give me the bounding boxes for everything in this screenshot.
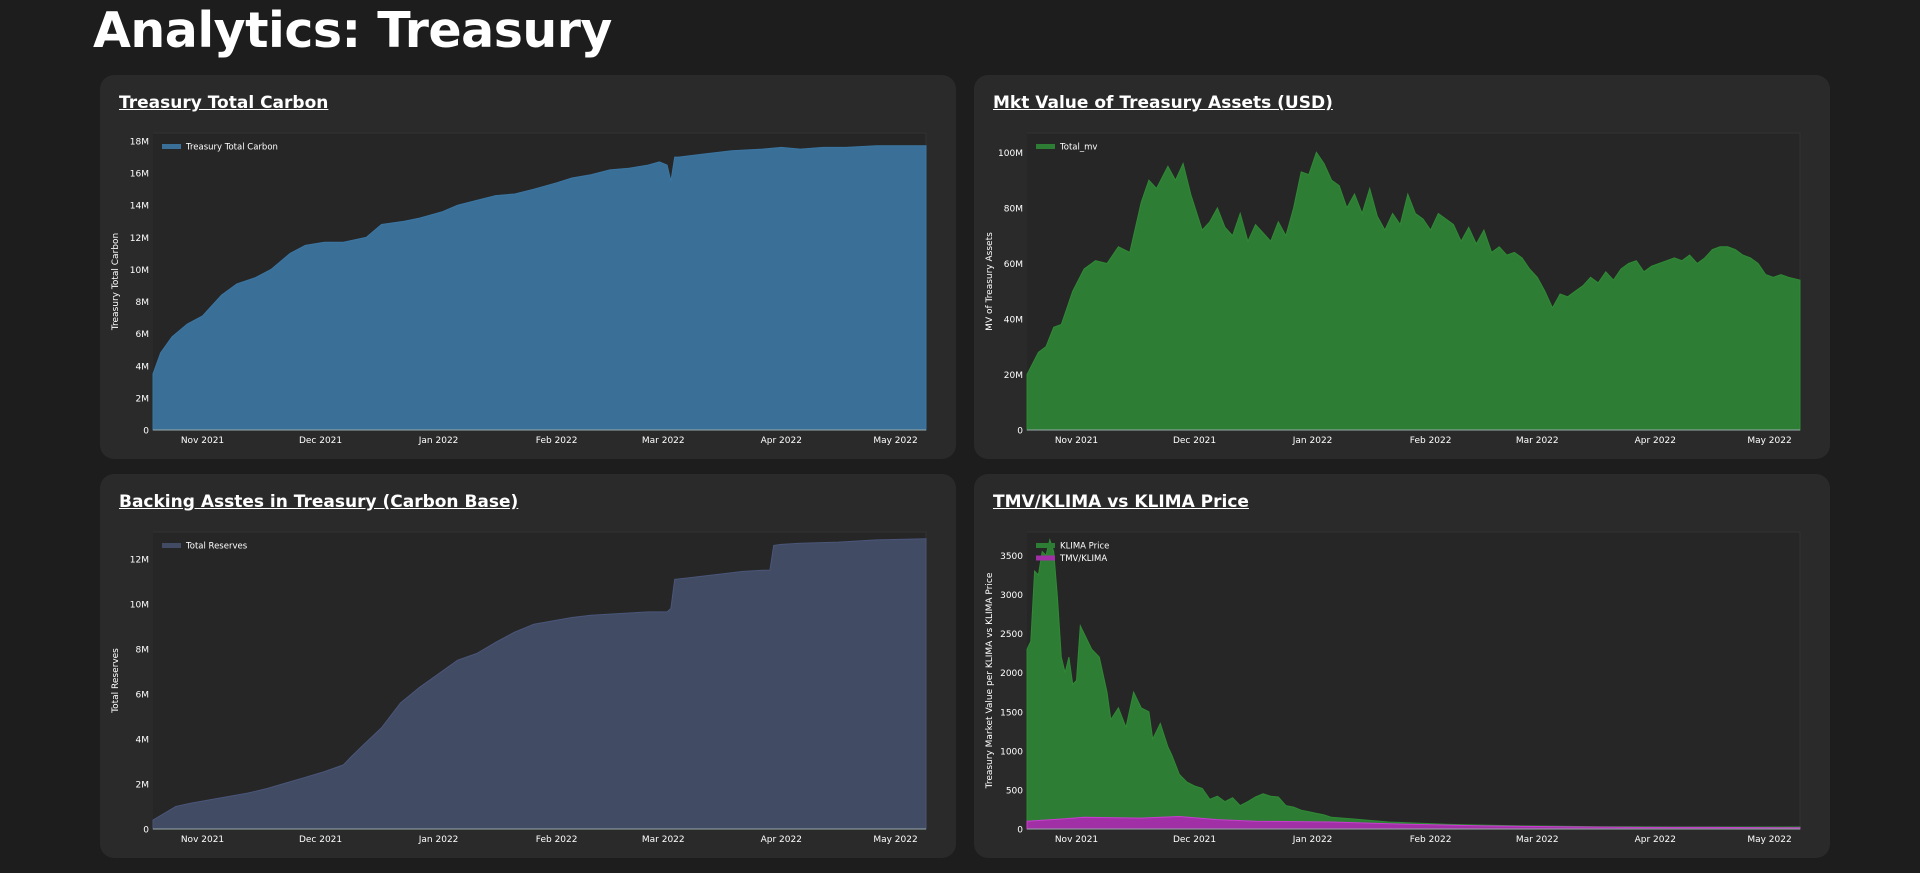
- y-tick-label: 18M: [130, 138, 149, 148]
- backing-assets-chart[interactable]: 0 2M 4M 6M 8M 10M 12M Nov 2021 Dec 2021 Jan 2022 F…: [100, 474, 956, 858]
- chart-card-tmv-klima: TMV/KLIMA vs KLIMA Price 0 500 1000 1500 200…: [974, 474, 1830, 858]
- x-tick-label: Mar 2022: [1516, 436, 1559, 446]
- x-tick-label: May 2022: [1747, 436, 1791, 446]
- chart-card-treasury-carbon: Treasury Total Carbon 0 2M 4M 6M 8M 10M 12M 14M…: [100, 75, 956, 459]
- x-tick-label: Mar 2022: [642, 835, 685, 845]
- y-tick-label: 3500: [1000, 552, 1023, 562]
- x-tick-label: Nov 2021: [1055, 436, 1098, 446]
- x-tick-label: Jan 2022: [1292, 835, 1333, 845]
- legend-swatch: [162, 543, 181, 548]
- treasury-carbon-chart[interactable]: 0 2M 4M 6M 8M 10M 12M 14M 16M 18M Nov 2021 Dec 2021…: [100, 75, 956, 459]
- x-tick-label: May 2022: [1747, 835, 1791, 845]
- x-tick-label: Feb 2022: [536, 835, 578, 845]
- y-tick-label: 0: [1017, 427, 1023, 437]
- chart-title[interactable]: Backing Asstes in Treasury (Carbon Base): [119, 492, 519, 512]
- tmv-klima-chart[interactable]: 0 500 1000 1500 2000 2500 3000 3500 Nov 2021 Dec …: [974, 474, 1830, 858]
- legend-swatch: [1036, 144, 1055, 149]
- series-area-0[interactable]: [152, 145, 927, 431]
- y-tick-label: 500: [1006, 786, 1023, 796]
- x-tick-label: Feb 2022: [1410, 436, 1452, 446]
- y-tick-label: 3000: [1000, 591, 1023, 601]
- x-tick-label: Nov 2021: [181, 436, 224, 446]
- legend-label: KLIMA Price: [1060, 542, 1109, 552]
- y-tick-label: 80M: [1004, 204, 1023, 214]
- x-tick-label: Apr 2022: [1635, 436, 1676, 446]
- chart-title[interactable]: Treasury Total Carbon: [119, 93, 329, 113]
- y-axis-title: Treasury Market Value per KLIMA vs KLIMA…: [985, 572, 995, 789]
- y-axis-title: Total Reserves: [111, 648, 121, 714]
- series-area-0[interactable]: [1026, 151, 1801, 431]
- y-tick-label: 2000: [1000, 669, 1023, 679]
- y-tick-label: 100M: [998, 149, 1023, 159]
- legend-label: Total_mv: [1059, 143, 1097, 153]
- y-tick-label: 1500: [1000, 708, 1023, 718]
- x-tick-label: Feb 2022: [536, 436, 578, 446]
- page-title: Analytics: Treasury: [93, 2, 612, 59]
- x-tick-label: Apr 2022: [1635, 835, 1676, 845]
- x-tick-label: Nov 2021: [1055, 835, 1098, 845]
- y-tick-label: 8M: [136, 298, 150, 308]
- x-tick-label: Mar 2022: [642, 436, 685, 446]
- x-tick-label: Dec 2021: [299, 436, 342, 446]
- legend-swatch: [1036, 543, 1055, 548]
- y-tick-label: 10M: [130, 266, 149, 276]
- x-tick-label: Feb 2022: [1410, 835, 1452, 845]
- x-tick-label: Dec 2021: [1173, 436, 1216, 446]
- x-tick-label: Apr 2022: [761, 436, 802, 446]
- x-tick-label: May 2022: [873, 835, 917, 845]
- y-tick-label: 14M: [130, 202, 149, 212]
- chart-card-backing-assets: Backing Asstes in Treasury (Carbon Base)…: [100, 474, 956, 858]
- y-tick-label: 40M: [1004, 315, 1023, 325]
- y-axis-title: Treasury Total Carbon: [111, 233, 121, 331]
- y-tick-label: 2M: [136, 781, 150, 791]
- market-value-chart[interactable]: 0 20M 40M 60M 80M 100M Nov 2021 Dec 2021 Jan 202…: [974, 75, 1830, 459]
- y-tick-label: 6M: [136, 330, 150, 340]
- legend-label: Treasury Total Carbon: [185, 143, 278, 153]
- chart-title[interactable]: TMV/KLIMA vs KLIMA Price: [993, 492, 1249, 512]
- y-tick-label: 16M: [130, 170, 149, 180]
- y-tick-label: 8M: [136, 646, 150, 656]
- x-tick-label: May 2022: [873, 436, 917, 446]
- y-tick-label: 0: [143, 826, 149, 836]
- y-tick-label: 0: [143, 427, 149, 437]
- y-tick-label: 0: [1017, 826, 1023, 836]
- y-tick-label: 4M: [136, 362, 150, 372]
- x-tick-label: Jan 2022: [1292, 436, 1333, 446]
- series-area-0[interactable]: [152, 538, 927, 830]
- x-tick-label: Jan 2022: [418, 835, 459, 845]
- series-area-0[interactable]: [1026, 537, 1801, 830]
- legend-swatch: [1036, 555, 1055, 561]
- legend-label: TMV/KLIMA: [1059, 554, 1107, 564]
- x-tick-label: Nov 2021: [181, 835, 224, 845]
- y-axis-title: MV of Treasury Assets: [985, 232, 995, 331]
- legend-swatch: [162, 144, 181, 149]
- y-tick-label: 20M: [1004, 371, 1023, 381]
- y-tick-label: 2M: [136, 394, 150, 404]
- chart-card-market-value: Mkt Value of Treasury Assets (USD) 0 20M 4…: [974, 75, 1830, 459]
- y-tick-label: 12M: [130, 556, 149, 566]
- x-tick-label: Dec 2021: [1173, 835, 1216, 845]
- legend-label: Total Reserves: [185, 542, 248, 552]
- x-tick-label: Apr 2022: [761, 835, 802, 845]
- chart-title[interactable]: Mkt Value of Treasury Assets (USD): [993, 93, 1333, 113]
- y-tick-label: 4M: [136, 736, 150, 746]
- y-tick-label: 2500: [1000, 630, 1023, 640]
- y-tick-label: 10M: [130, 601, 149, 611]
- y-tick-label: 12M: [130, 234, 149, 244]
- x-tick-label: Dec 2021: [299, 835, 342, 845]
- y-tick-label: 1000: [1000, 747, 1023, 757]
- series-area-1[interactable]: [1026, 815, 1801, 830]
- y-tick-label: 6M: [136, 691, 150, 701]
- x-tick-label: Mar 2022: [1516, 835, 1559, 845]
- y-tick-label: 60M: [1004, 260, 1023, 270]
- x-tick-label: Jan 2022: [418, 436, 459, 446]
